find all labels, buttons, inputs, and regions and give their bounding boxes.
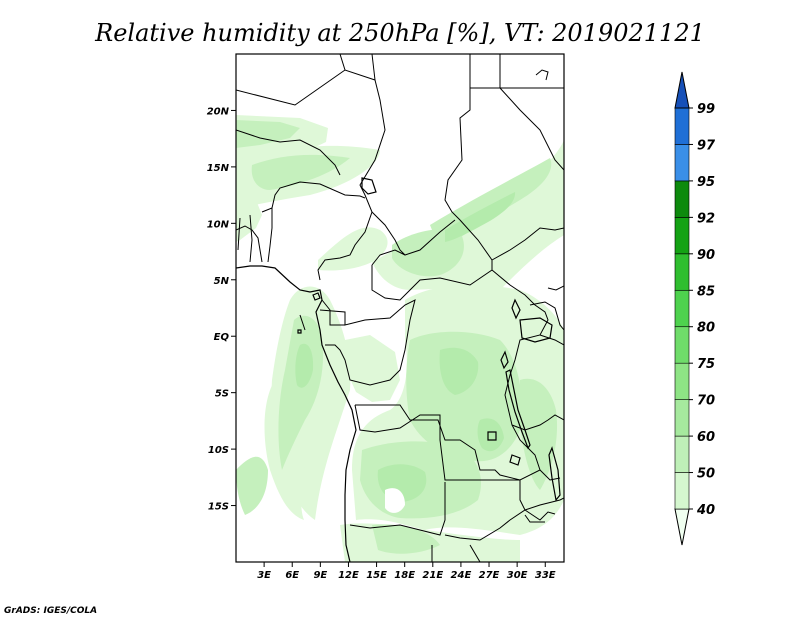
border-ethiopia: [491, 227, 564, 261]
border-egypt-sudan: [470, 54, 564, 89]
humidity-dry-patches: [300, 488, 405, 556]
lon-tick-label: 21E: [422, 570, 443, 581]
colorbar-bin: [674, 144, 690, 182]
lon-tick-label: 18E: [394, 570, 415, 581]
lat-tick-label: 15N: [207, 163, 230, 174]
colorbar-bin: [674, 71, 690, 109]
lat-tick-label: 10S: [208, 445, 229, 456]
lat-tick-label: 15S: [208, 502, 229, 513]
lon-tick-label: 30E: [507, 570, 528, 581]
map-panel: [235, 53, 565, 563]
lat-tick-label: 10N: [207, 219, 230, 230]
lake-mweru: [487, 431, 497, 441]
border-car: [371, 211, 493, 301]
border-zambezi: [524, 509, 556, 523]
colorbar-bin: [674, 326, 690, 364]
lon-tick-label: 33E: [535, 570, 556, 581]
colorbar-bin: [674, 362, 690, 400]
coastline-west-africa: [236, 265, 357, 562]
border-zambia-south: [431, 497, 564, 562]
border-niger-chad: [317, 54, 386, 281]
border-sudan-libya: [444, 54, 493, 261]
colorbar-bin: [674, 217, 690, 255]
border-mali-niger: [236, 129, 341, 263]
border-congo: [319, 299, 416, 386]
colorbar-label: 97: [697, 138, 716, 153]
lake-tanganyika: [505, 369, 531, 450]
lat-tick-label: 5S: [215, 389, 229, 400]
colorbar-label: 99: [697, 102, 715, 117]
colorbar-bin: [674, 508, 690, 546]
map-frame: [235, 53, 565, 563]
colorbar: 40 50 60 70 75 80 85 90 92 95 97 99: [674, 71, 716, 546]
border-nigeria-cameroon: [261, 181, 366, 263]
humidity-60-70: [295, 192, 516, 502]
colorbar-bin: [674, 435, 690, 473]
colorbar-label: 90: [697, 248, 715, 263]
colorbar-bin: [674, 399, 690, 437]
grads-credit: GrADS: IGES/COLA: [4, 606, 97, 616]
sao-tome: [297, 329, 302, 334]
lake-victoria: [519, 317, 553, 343]
lon-tick-label: 3E: [257, 570, 271, 581]
colorbar-bin: [674, 107, 690, 145]
colorbar-bin: [674, 472, 690, 510]
colorbar-label: 40: [696, 503, 715, 518]
colorbar-bin: [674, 289, 690, 328]
lon-tick-label: 6E: [285, 570, 299, 581]
bioko-island: [312, 292, 321, 301]
lon-tick-label: 15E: [366, 570, 387, 581]
border-red-sea: [499, 69, 564, 171]
colorbar-label: 80: [697, 321, 715, 336]
lat-tick-label: EQ: [214, 332, 230, 343]
lat-tick-label: 20N: [207, 106, 230, 117]
lon-tick-label: 9E: [313, 570, 327, 581]
colorbar-label: 60: [697, 430, 715, 445]
border-angola: [349, 404, 526, 536]
lake-chad: [361, 177, 377, 195]
border-tanzania: [511, 414, 564, 481]
lake-albert: [511, 298, 521, 320]
colorbar-label: 50: [697, 467, 715, 482]
colorbar-label: 85: [697, 284, 715, 299]
longitude-axis: 3E 6E 9E 12E 15E 18E 21E 24E 27E 30E 33E: [257, 562, 556, 581]
border-benin: [237, 214, 253, 263]
lon-tick-label: 12E: [338, 570, 359, 581]
colorbar-label: 75: [697, 357, 715, 372]
map-title: Relative humidity at 250hPa [%], VT: 201…: [94, 19, 705, 47]
border-gabon: [299, 299, 345, 331]
lake-malawi: [548, 446, 561, 502]
latitude-axis: 20N 15N 10N 5N EQ 5S 10S 15S: [207, 106, 236, 513]
lon-tick-label: 24E: [451, 570, 472, 581]
lake-kivu: [500, 350, 509, 370]
colorbar-bin: [674, 253, 690, 291]
colorbar-label: 95: [697, 175, 715, 190]
lake-bangweulu: [509, 454, 521, 466]
country-borders: [236, 54, 564, 562]
lat-tick-label: 5N: [214, 276, 230, 287]
border-uganda-kenya: [529, 285, 564, 346]
colorbar-label: 92: [697, 211, 715, 226]
colorbar-bin: [674, 180, 690, 218]
lon-tick-label: 27E: [479, 570, 500, 581]
colorbar-label: 70: [697, 394, 715, 409]
